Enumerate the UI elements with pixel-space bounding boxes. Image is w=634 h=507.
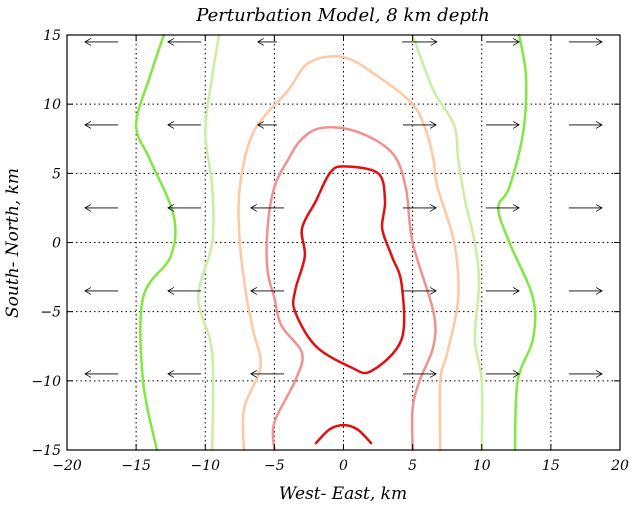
vector-arrow (84, 204, 119, 212)
y-tick-label: −15 (31, 443, 61, 459)
y-tick-label: 10 (43, 97, 61, 113)
y-tick-label: 0 (52, 236, 61, 252)
vector-arrow (250, 370, 285, 378)
vector-arrow (256, 121, 278, 129)
vector-arrow (84, 370, 119, 378)
x-tick-label: −5 (264, 458, 285, 474)
vector-arrow (167, 287, 202, 295)
contour-line (497, 33, 537, 452)
vector-arrow (84, 38, 119, 46)
y-tick-label: 5 (52, 166, 61, 182)
vector-arrow (84, 287, 119, 295)
vector-arrows (84, 38, 603, 378)
y-tick-label: −5 (40, 305, 61, 321)
x-tick-label: 5 (408, 458, 417, 474)
contour-line (411, 33, 484, 452)
vector-arrow (568, 121, 603, 129)
vector-arrow (568, 204, 603, 212)
vector-arrow (485, 287, 520, 295)
vector-arrow (167, 38, 202, 46)
vector-arrow (485, 204, 520, 212)
contour-line (197, 33, 221, 452)
vector-arrow (485, 370, 520, 378)
x-axis-label: West- East, km (279, 484, 407, 504)
x-tick-label: 15 (542, 458, 560, 474)
x-tick-label: 10 (473, 458, 491, 474)
vector-arrow (568, 370, 603, 378)
contour-line (237, 54, 460, 452)
vector-arrow (485, 121, 520, 129)
chart-title: Perturbation Model, 8 km depth (195, 5, 489, 26)
vector-arrow (568, 287, 603, 295)
x-tick-label: −15 (121, 458, 151, 474)
x-tick-label: −10 (190, 458, 220, 474)
vector-arrow (568, 38, 603, 46)
vector-arrow (167, 121, 202, 129)
vector-arrow (485, 38, 520, 46)
y-tick-label: 15 (43, 28, 61, 44)
vector-arrow (250, 204, 285, 212)
grid-lines (67, 35, 620, 450)
contour-lines (134, 33, 537, 452)
x-tick-label: −20 (52, 458, 82, 474)
contour-line (291, 165, 406, 375)
vector-arrow (167, 204, 202, 212)
x-tick-label: 20 (610, 458, 629, 474)
vector-arrow (84, 121, 119, 129)
vector-arrow (402, 38, 438, 46)
contour-line (134, 33, 177, 452)
vector-arrow (402, 121, 437, 129)
vector-arrow (402, 204, 437, 212)
x-tick-label: 0 (339, 458, 348, 474)
y-axis-label: South- North, km (3, 168, 23, 318)
vector-arrow (256, 38, 278, 46)
vector-arrow (250, 287, 285, 295)
y-tick-label: −10 (31, 374, 61, 390)
vector-arrow (402, 370, 437, 378)
vector-arrow (402, 287, 437, 295)
vector-arrow (167, 370, 202, 378)
contour-line (265, 126, 437, 452)
contour-line (314, 423, 373, 445)
